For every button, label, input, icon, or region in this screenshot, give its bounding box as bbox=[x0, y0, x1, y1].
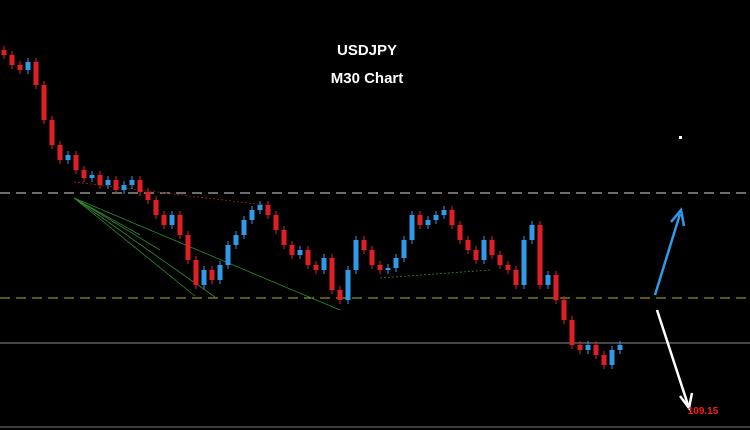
candle-body bbox=[609, 350, 615, 365]
candle-body bbox=[217, 265, 223, 280]
fan-line bbox=[73, 197, 141, 236]
candle-body bbox=[473, 250, 479, 260]
candle-body bbox=[561, 300, 567, 320]
candle-body bbox=[89, 175, 95, 178]
candle-body bbox=[9, 55, 15, 65]
candle-body bbox=[449, 210, 455, 225]
candle-body bbox=[1, 50, 7, 55]
candle-body bbox=[545, 275, 551, 285]
candle-body bbox=[353, 240, 359, 270]
fan-line bbox=[73, 197, 196, 297]
candle-body bbox=[313, 265, 319, 270]
candle-body bbox=[65, 155, 71, 160]
candle-body bbox=[129, 180, 135, 185]
candle-body bbox=[577, 345, 583, 350]
candle-body bbox=[145, 192, 151, 200]
candle-body bbox=[241, 220, 247, 235]
down-arrow-head bbox=[679, 392, 694, 411]
candle-body bbox=[249, 210, 255, 220]
candle-body bbox=[537, 225, 543, 285]
candle-body bbox=[177, 215, 183, 235]
candle-body bbox=[161, 215, 167, 225]
chart-subtitle: M30 Chart bbox=[331, 70, 404, 87]
candle-body bbox=[601, 355, 607, 365]
candle-body bbox=[153, 200, 159, 215]
candle-body bbox=[417, 215, 423, 225]
candle-body bbox=[569, 320, 575, 345]
candle-body bbox=[593, 345, 599, 355]
candle-body bbox=[49, 120, 55, 145]
candle-body bbox=[25, 62, 31, 70]
candle-body bbox=[97, 175, 103, 185]
candle-body bbox=[113, 180, 119, 190]
candle-body bbox=[425, 220, 431, 225]
candle-body bbox=[553, 275, 559, 300]
candle-body bbox=[41, 85, 47, 120]
candle-body bbox=[321, 258, 327, 270]
candle-body bbox=[201, 270, 207, 285]
candle-body bbox=[169, 215, 175, 225]
candle-body bbox=[521, 240, 527, 285]
up-arrow bbox=[653, 213, 682, 296]
candle-body bbox=[185, 235, 191, 260]
candle-body bbox=[233, 235, 239, 245]
candle-body bbox=[273, 215, 279, 230]
fan-line bbox=[73, 197, 341, 311]
candle-body bbox=[617, 345, 623, 350]
candle-body bbox=[513, 270, 519, 285]
resistance-line bbox=[73, 181, 266, 206]
candle-body bbox=[529, 225, 535, 240]
candle-body bbox=[81, 170, 87, 178]
candle-body bbox=[481, 240, 487, 260]
fan-line bbox=[73, 197, 161, 251]
candle-body bbox=[225, 245, 231, 265]
candle-body bbox=[209, 270, 215, 280]
fan-line bbox=[73, 197, 216, 298]
marker-dot bbox=[679, 136, 682, 139]
candle-body bbox=[441, 210, 447, 215]
candle-body bbox=[105, 180, 111, 185]
candle-body bbox=[73, 155, 79, 170]
candle-body bbox=[297, 250, 303, 255]
candle-body bbox=[289, 245, 295, 255]
candle-body bbox=[329, 258, 335, 290]
up-arrow-head bbox=[670, 207, 686, 227]
down-arrow bbox=[655, 309, 690, 406]
candles bbox=[1, 46, 623, 369]
candle-body bbox=[305, 250, 311, 265]
chart-title: USDJPY bbox=[337, 42, 397, 59]
candle-body bbox=[361, 240, 367, 250]
candle-body bbox=[393, 258, 399, 268]
candle-body bbox=[17, 65, 23, 70]
candle-body bbox=[265, 205, 271, 215]
candle-body bbox=[457, 225, 463, 240]
candle-body bbox=[193, 260, 199, 285]
candle-body bbox=[377, 265, 383, 270]
candle-body bbox=[137, 180, 143, 192]
candle-body bbox=[57, 145, 63, 160]
candle-body bbox=[33, 62, 39, 85]
candle-body bbox=[497, 255, 503, 265]
candle-body bbox=[385, 268, 391, 270]
candle-body bbox=[281, 230, 287, 245]
target-label: 109.15 bbox=[688, 406, 719, 417]
candle-body bbox=[345, 270, 351, 300]
candle-body bbox=[257, 205, 263, 210]
candle-body bbox=[401, 240, 407, 258]
candle-body bbox=[489, 240, 495, 255]
candle-body bbox=[409, 215, 415, 240]
candle-body bbox=[433, 215, 439, 220]
candle-body bbox=[465, 240, 471, 250]
trendlines bbox=[73, 181, 491, 311]
candle-body bbox=[337, 290, 343, 300]
candle-body bbox=[121, 185, 127, 190]
candle-body bbox=[369, 250, 375, 265]
candle-body bbox=[505, 265, 511, 270]
candle-body bbox=[585, 345, 591, 350]
